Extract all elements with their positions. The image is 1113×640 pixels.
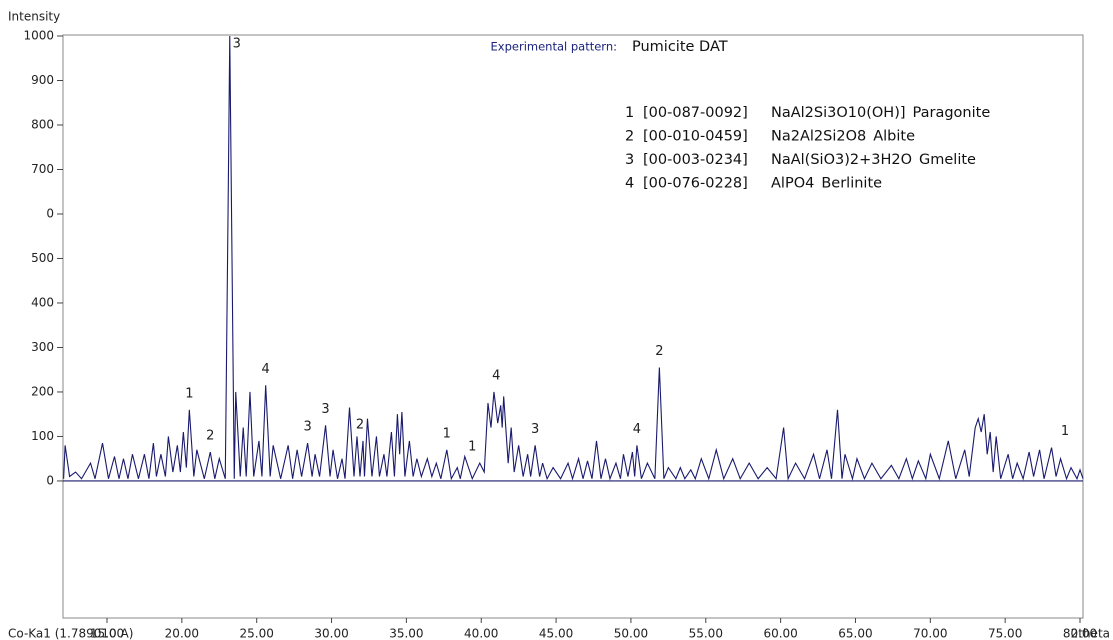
y-tick-label: 200 bbox=[31, 384, 54, 398]
experimental-name: Pumicite DAT bbox=[632, 39, 728, 55]
x-tick-label: 60.00 bbox=[763, 627, 797, 640]
y-tick-label: 0 bbox=[46, 473, 54, 487]
experimental-label: Experimental pattern: bbox=[491, 40, 617, 54]
peak-annotation: 1 bbox=[185, 386, 193, 401]
x-tick-label: 70.00 bbox=[913, 627, 947, 640]
y-tick-label: 0 bbox=[46, 206, 54, 220]
peak-annotation: 1 bbox=[443, 426, 451, 441]
phase-name: Berlinite bbox=[821, 176, 882, 192]
y-tick-label: 800 bbox=[31, 117, 54, 131]
x-tick-label: 25.00 bbox=[240, 627, 274, 640]
phase-formula: NaAl(SiO3)2+3H2O bbox=[771, 152, 912, 168]
peak-annotation: 2 bbox=[655, 344, 663, 359]
phase-index: 2 bbox=[625, 129, 634, 145]
peak-annotation: 4 bbox=[492, 368, 500, 383]
peak-annotation: 3 bbox=[531, 422, 539, 437]
plot-frame bbox=[62, 34, 1084, 619]
phase-code: [00-076-0228] bbox=[643, 176, 748, 192]
x-tick-label: 15.00 bbox=[90, 627, 124, 640]
y-tick-label: 500 bbox=[31, 251, 54, 265]
peak-annotation: 4 bbox=[262, 362, 270, 377]
x-axis-label: 2theta bbox=[1071, 627, 1110, 640]
phase-index: 1 bbox=[625, 105, 634, 121]
y-tick-label: 300 bbox=[31, 340, 54, 354]
peak-annotation: 1 bbox=[468, 440, 476, 455]
y-axis-label: Intensity bbox=[8, 10, 60, 24]
peak-annotation: 3 bbox=[233, 37, 241, 52]
x-tick-label: 45.00 bbox=[539, 627, 573, 640]
phase-name: Paragonite bbox=[913, 105, 991, 121]
phase-name: Albite bbox=[873, 129, 915, 145]
x-tick-label: 75.00 bbox=[988, 627, 1022, 640]
radiation-label: Co-Ka1 (1.789010 A) bbox=[8, 627, 133, 640]
y-tick-label: 900 bbox=[31, 73, 54, 87]
phase-code: [00-010-0459] bbox=[643, 129, 748, 145]
x-tick-label: 50.00 bbox=[614, 627, 648, 640]
phase-formula: NaAl2Si3O10(OH)] bbox=[771, 105, 906, 121]
peak-annotation: 2 bbox=[206, 429, 214, 444]
peak-annotation: 2 bbox=[356, 417, 364, 432]
phase-code: [00-003-0234] bbox=[643, 152, 748, 168]
x-tick-label: 30.00 bbox=[314, 627, 348, 640]
x-tick-label: 80.00 bbox=[1063, 627, 1097, 640]
y-tick-label: 1000 bbox=[23, 29, 54, 43]
peak-annotation: 4 bbox=[633, 422, 641, 437]
phase-formula: AlPO4 bbox=[771, 176, 814, 192]
x-tick-label: 55.00 bbox=[689, 627, 723, 640]
x-tick-label: 65.00 bbox=[838, 627, 872, 640]
x-tick-label: 40.00 bbox=[464, 627, 498, 640]
phase-name: Gmelite bbox=[919, 152, 976, 168]
peak-annotation: 3 bbox=[321, 402, 329, 417]
x-tick-label: 20.00 bbox=[165, 627, 199, 640]
y-tick-label: 700 bbox=[31, 162, 54, 176]
phase-code: [00-087-0092] bbox=[643, 105, 748, 121]
y-tick-label: 400 bbox=[31, 295, 54, 309]
y-tick-label: 100 bbox=[31, 429, 54, 443]
peak-annotation: 1 bbox=[1061, 424, 1069, 439]
phase-formula: Na2Al2Si2O8 bbox=[771, 129, 866, 145]
x-tick-label: 35.00 bbox=[389, 627, 423, 640]
pattern-line bbox=[63, 35, 1084, 481]
peak-annotation: 3 bbox=[303, 420, 311, 435]
phase-index: 4 bbox=[625, 176, 634, 192]
phase-index: 3 bbox=[625, 152, 634, 168]
